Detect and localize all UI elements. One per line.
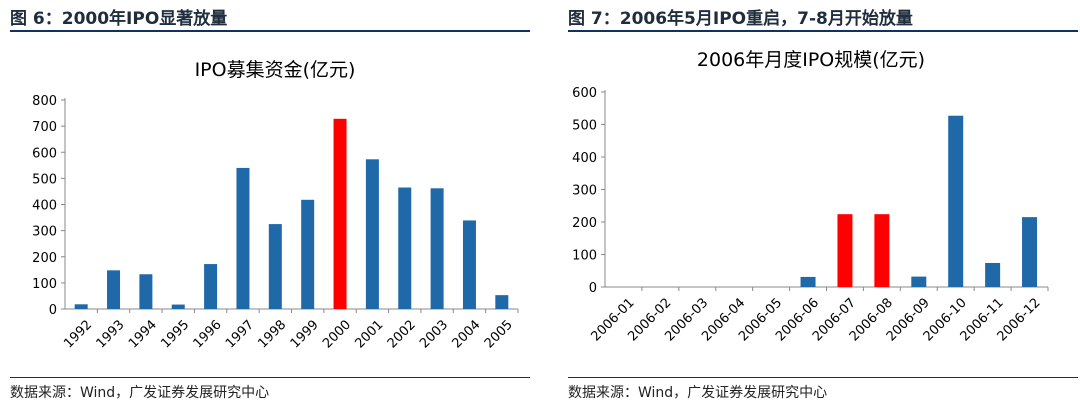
figure-7-source: 数据来源：Wind，广发证券发展研究中心 <box>568 385 828 401</box>
fig6-bar-2004 <box>462 220 476 309</box>
fig7-y-tick-label: 600 <box>572 86 597 101</box>
figure-6-source: 数据来源：Wind，广发证券发展研究中心 <box>10 385 270 401</box>
fig6-x-tick-label: 2002 <box>385 317 419 351</box>
figure-6-top-rule <box>10 30 530 32</box>
fig6-y-tick-label: 600 <box>32 146 57 161</box>
fig6-chart-title: IPO募集资金(亿元) <box>195 59 356 81</box>
fig7-bar-2006-09 <box>911 276 927 287</box>
fig6-bar-2002 <box>398 187 412 309</box>
fig6-x-tick-label: 1995 <box>158 317 192 351</box>
fig6-x-tick-label: 2004 <box>450 317 484 351</box>
fig6-x-tick-label: 1992 <box>61 317 95 351</box>
fig7-y-tick-label: 500 <box>572 119 597 134</box>
fig7-y-tick-label: 400 <box>572 151 597 166</box>
fig7-y-tick-label: 300 <box>572 184 597 199</box>
fig6-y-tick-label: 700 <box>32 120 57 135</box>
fig6-bar-1996 <box>204 264 218 309</box>
fig6-x-tick-label: 1996 <box>191 317 225 351</box>
figure-7-top-rule <box>568 30 1078 32</box>
fig6-x-tick-label: 1999 <box>288 317 322 351</box>
fig7-y-tick-label: 100 <box>572 249 597 264</box>
figure-7-panel: 图 7：2006年5月IPO重启，7-8月开始放量 2006年月度IPO规模(亿… <box>558 0 1080 412</box>
fig7-bar-2006-07 <box>837 214 853 287</box>
fig6-x-tick-label: 1994 <box>126 317 160 351</box>
fig6-bar-1998 <box>268 224 282 309</box>
fig6-bar-1993 <box>107 270 121 309</box>
monthly-ipo-chart: 2006年月度IPO规模(亿元)01002003004005006002006-… <box>572 49 1049 344</box>
fig6-bar-1995 <box>171 304 185 309</box>
fig7-bar-2006-08 <box>874 214 890 287</box>
fig6-bar-2000 <box>333 118 347 309</box>
fig7-y-tick-label: 200 <box>572 216 597 231</box>
fig6-bar-2005 <box>495 295 509 309</box>
fig6-bar-2001 <box>365 159 379 309</box>
fig7-y-tick-label: 0 <box>589 281 597 296</box>
figure-7-title: 图 7：2006年5月IPO重启，7-8月开始放量 <box>568 9 913 29</box>
fig6-x-tick-label: 2005 <box>482 317 516 351</box>
fig6-y-tick-label: 500 <box>32 172 57 187</box>
fig7-bar-2006-10 <box>948 115 964 287</box>
fig6-y-tick-label: 0 <box>49 303 57 318</box>
figure-7-bottom-rule <box>568 377 1078 378</box>
fig6-bar-1992 <box>74 304 88 309</box>
fig6-x-tick-label: 2001 <box>352 317 386 351</box>
fig6-x-tick-label: 1998 <box>255 317 289 351</box>
fig6-x-tick-label: 1997 <box>223 317 257 351</box>
figure-6-bottom-rule <box>10 377 530 378</box>
fig7-bar-2006-06 <box>800 276 816 287</box>
fig7-chart-title: 2006年月度IPO规模(亿元) <box>697 49 925 71</box>
fig6-bar-1997 <box>236 167 250 309</box>
figure-6-panel: 图 6：2000年IPO显著放量 IPO募集资金(亿元) 0 100 200 300 40… <box>10 9 530 401</box>
fig7-bar-2006-12 <box>1022 217 1038 287</box>
ipo-fundraising-chart: IPO募集资金(亿元) 0 100 200 300 400 500 600 700 800 1992… <box>32 59 519 351</box>
figure-6-title: 图 6：2000年IPO显著放量 <box>10 9 228 29</box>
fig6-y-tick-label: 300 <box>32 225 57 240</box>
fig6-x-tick-label: 2000 <box>320 317 354 351</box>
fig6-y-tick-label: 400 <box>32 199 57 214</box>
fig6-bar-1994 <box>139 274 153 309</box>
fig6-bar-2003 <box>430 188 444 309</box>
fig7-bar-2006-11 <box>985 262 1001 287</box>
fig6-y-tick-label: 200 <box>32 251 57 266</box>
fig6-bar-1999 <box>301 199 315 309</box>
fig6-y-tick-label: 800 <box>32 94 57 109</box>
fig6-x-tick-label: 1993 <box>94 317 128 351</box>
fig6-x-tick-label: 2003 <box>417 317 451 351</box>
fig6-y-tick-label: 100 <box>32 277 57 292</box>
